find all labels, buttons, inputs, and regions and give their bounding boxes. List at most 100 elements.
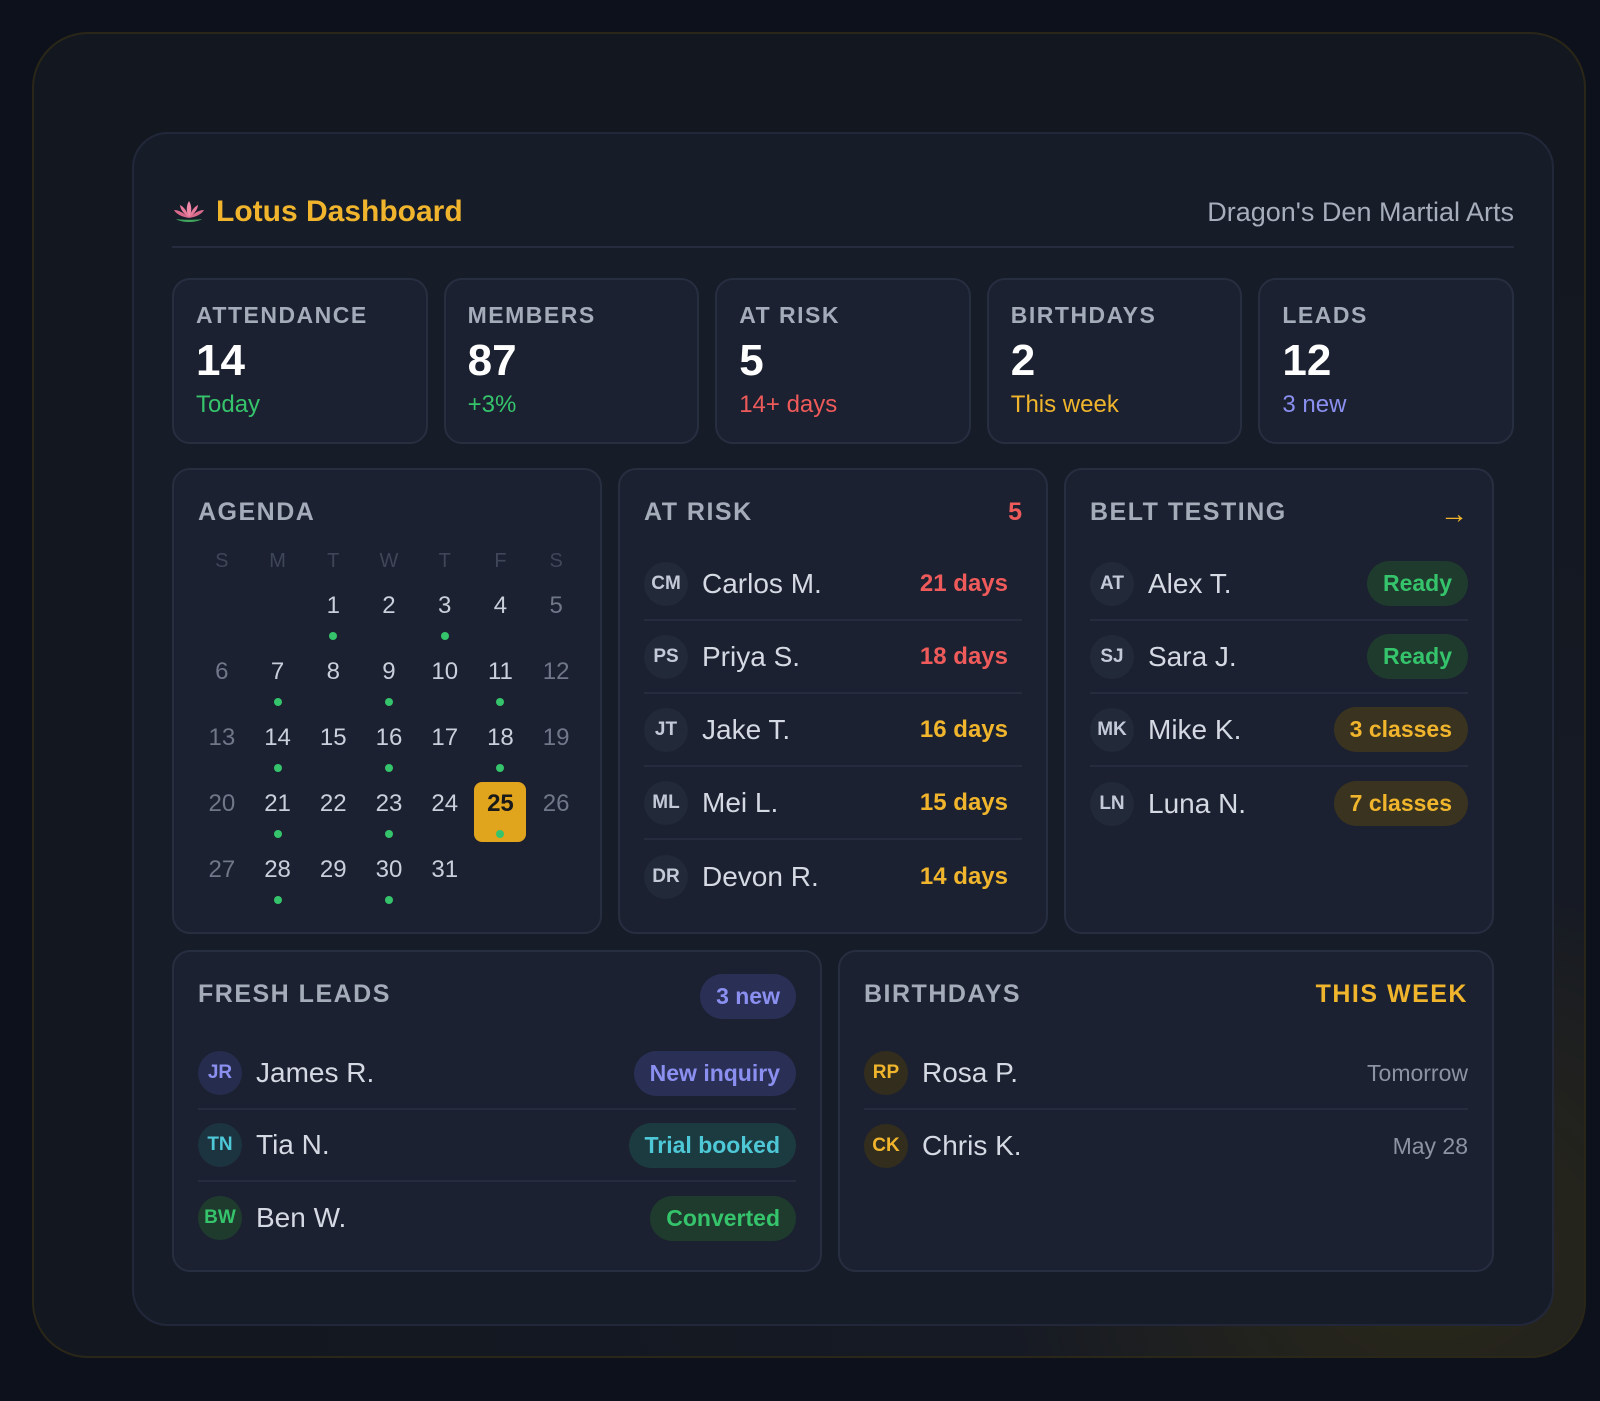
belt-testing-row[interactable]: AT Alex T. Ready	[1090, 548, 1468, 621]
calendar-day[interactable]: 20	[196, 782, 248, 842]
calendar-day[interactable]: 6	[196, 650, 248, 710]
calendar-day[interactable]: 28	[252, 848, 304, 908]
stat-subtext: 3 new	[1282, 391, 1347, 418]
day-number: 14	[264, 724, 291, 751]
event-dot	[273, 764, 282, 772]
belt-testing-list: AT Alex T. Ready SJ Sara J. Ready MK Mik…	[1090, 548, 1468, 840]
calendar-day[interactable]: 3	[419, 584, 471, 644]
calendar-day[interactable]: 19	[530, 716, 582, 776]
calendar-day[interactable]: 8	[307, 650, 359, 710]
calendar-day[interactable]: 15	[307, 716, 359, 776]
calendar-day[interactable]: 14	[252, 716, 304, 776]
calendar-day[interactable]: 24	[419, 782, 471, 842]
calendar-day[interactable]: 10	[419, 650, 471, 710]
event-dot	[329, 632, 338, 640]
calendar-day[interactable]: 12	[530, 650, 582, 710]
calendar-day[interactable]: 2	[363, 584, 415, 644]
student-name: Alex T.	[1148, 567, 1232, 599]
days-absent: 15 days	[919, 788, 1008, 816]
calendar-day[interactable]: 30	[363, 848, 415, 908]
calendar-day[interactable]: 21	[252, 782, 304, 842]
avatar: PS	[644, 634, 688, 679]
student-name: Sara J.	[1148, 640, 1237, 672]
belt-testing-row[interactable]: LN Luna N. 7 classes	[1090, 767, 1468, 840]
avatar: ML	[644, 780, 688, 825]
avatar: CK	[864, 1124, 908, 1168]
stat-card-attendance[interactable]: ATTENDANCE 14 Today	[172, 278, 428, 444]
birthday-row[interactable]: CK Chris K. May 28	[864, 1110, 1468, 1182]
stat-label: BIRTHDAYS	[1010, 302, 1157, 328]
student-name: Mike K.	[1148, 713, 1242, 745]
day-number: 7	[270, 658, 285, 685]
at-risk-row[interactable]: ML Mei L. 15 days	[644, 767, 1022, 840]
day-number: 10	[431, 658, 459, 685]
day-number: 6	[215, 658, 229, 685]
calendar-empty-cell	[528, 848, 584, 914]
arrow-right-icon[interactable]: →	[1440, 498, 1468, 529]
calendar-week: 6 7 8 9 10 11 12	[194, 650, 584, 716]
calendar-day[interactable]: 16	[363, 716, 415, 776]
stat-label: LEADS	[1282, 302, 1368, 328]
member-name: Jake T.	[702, 713, 791, 745]
calendar-day-today[interactable]: 25	[474, 782, 527, 842]
fresh-leads-list: JR James R. New inquiry TN Tia N. Trial …	[198, 1038, 796, 1254]
calendar-day[interactable]: 1	[307, 584, 359, 644]
avatar: SJ	[1090, 634, 1134, 679]
calendar-day[interactable]: 22	[307, 782, 359, 842]
at-risk-row[interactable]: DR Devon R. 14 days	[644, 840, 1022, 913]
day-number: 16	[375, 724, 403, 751]
stat-card-birthdays[interactable]: BIRTHDAYS 2 This week	[986, 278, 1243, 444]
calendar-day[interactable]: 7	[252, 650, 304, 710]
stat-card-members[interactable]: MEMBERS 87 +3%	[443, 278, 700, 444]
calendar-day[interactable]: 13	[196, 716, 248, 776]
calendar-day[interactable]: 4	[474, 584, 526, 644]
stat-label: ATTENDANCE	[196, 302, 368, 328]
day-number: 26	[542, 790, 570, 817]
event-dot	[440, 632, 449, 640]
day-number: 25	[487, 790, 514, 817]
calendar-day[interactable]: 18	[474, 716, 526, 776]
belt-testing-row[interactable]: SJ Sara J. Ready	[1090, 621, 1468, 694]
calendar-empty-cell	[194, 584, 250, 650]
member-name: Carlos M.	[702, 567, 822, 599]
calendar-day[interactable]: 5	[530, 584, 582, 644]
stat-value: 5	[739, 336, 764, 385]
calendar-day[interactable]: 27	[196, 848, 248, 908]
calendar-empty-cell	[250, 584, 306, 650]
belt-testing-row[interactable]: MK Mike K. 3 classes	[1090, 694, 1468, 767]
day-number: 17	[431, 724, 459, 751]
stat-value: 12	[1282, 336, 1332, 385]
calendar-day[interactable]: 26	[530, 782, 582, 842]
avatar: JR	[198, 1051, 242, 1095]
calendar-day[interactable]: 29	[307, 848, 359, 908]
days-absent: 16 days	[919, 715, 1008, 743]
event-dot	[384, 830, 393, 838]
calendar-day[interactable]: 9	[363, 650, 415, 710]
status-badge: Ready	[1366, 561, 1468, 606]
at-risk-row[interactable]: JT Jake T. 16 days	[644, 694, 1022, 767]
calendar-day[interactable]: 17	[419, 716, 471, 776]
calendar-day[interactable]: 23	[363, 782, 415, 842]
at-risk-row[interactable]: PS Priya S. 18 days	[644, 621, 1022, 694]
event-dot	[384, 698, 393, 706]
lead-row[interactable]: TN Tia N. Trial booked	[198, 1110, 796, 1182]
brand[interactable]: Lotus Dashboard	[172, 195, 463, 229]
stat-card-at-risk[interactable]: AT RISK 5 14+ days	[715, 278, 971, 444]
day-number: 4	[493, 592, 508, 619]
avatar: RP	[864, 1051, 908, 1095]
avatar: MK	[1090, 707, 1134, 752]
calendar-day[interactable]: 31	[419, 848, 471, 908]
birthday-row[interactable]: RP Rosa P. Tomorrow	[864, 1038, 1468, 1110]
weekday-label: T	[438, 550, 451, 572]
avatar: TN	[198, 1123, 242, 1167]
avatar: LN	[1090, 781, 1134, 826]
lead-row[interactable]: BW Ben W. Converted	[198, 1182, 796, 1254]
day-number: 18	[487, 724, 514, 751]
stat-subtext: Today	[196, 391, 261, 418]
weekday-label: M	[269, 550, 286, 572]
stat-card-leads[interactable]: LEADS 12 3 new	[1258, 278, 1514, 444]
at-risk-row[interactable]: CM Carlos M. 21 days	[644, 548, 1022, 621]
calendar-day[interactable]: 11	[474, 650, 526, 710]
stat-label: MEMBERS	[467, 302, 596, 328]
lead-row[interactable]: JR James R. New inquiry	[198, 1038, 796, 1110]
